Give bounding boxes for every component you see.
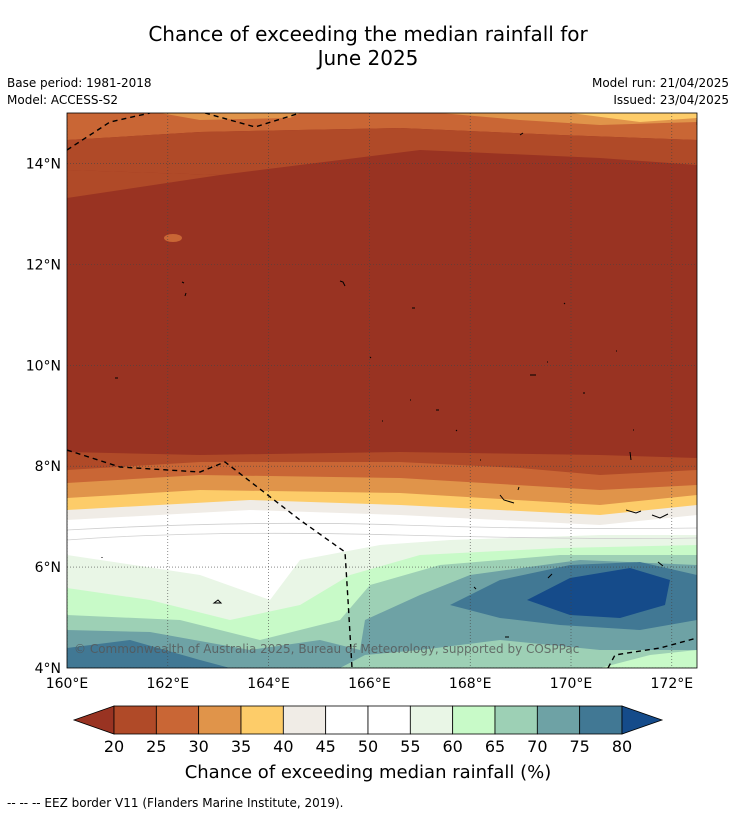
model-run: Model run: 21/04/2025 bbox=[591, 76, 729, 90]
issued-date: Issued: 23/04/2025 bbox=[613, 93, 729, 107]
colorbar-tick-label: 25 bbox=[146, 737, 166, 756]
colorbar-segment bbox=[198, 705, 242, 735]
colorbar-extend-low bbox=[72, 705, 115, 735]
footnote: -- -- -- EEZ border V11 (Flanders Marine… bbox=[7, 796, 344, 810]
colorbar-segment bbox=[452, 705, 496, 735]
lon-tick-label: 170°E bbox=[550, 676, 593, 692]
islands bbox=[101, 120, 697, 638]
colorbar-tick-label: 30 bbox=[188, 737, 208, 756]
base-period: Base period: 1981-2018 bbox=[7, 76, 152, 90]
lat-tick-label: 6°N bbox=[35, 560, 61, 576]
lat-tick-label: 12°N bbox=[26, 257, 61, 273]
eez-border bbox=[204, 113, 301, 128]
model-name: Model: ACCESS-S2 bbox=[7, 93, 119, 107]
longitude-ticks: 160°E 162°E 164°E 166°E 168°E 170°E 172°E bbox=[46, 676, 693, 692]
colorbar-tick-label: 40 bbox=[273, 737, 293, 756]
colorbar-tick-label: 50 bbox=[358, 737, 378, 756]
eez-border bbox=[607, 637, 697, 668]
lon-tick-label: 164°E bbox=[247, 676, 290, 692]
colorbar-tick-label: 80 bbox=[612, 737, 632, 756]
contour-line bbox=[67, 522, 697, 531]
band-75-80-west bbox=[67, 640, 230, 668]
colorbar-extend-high bbox=[621, 705, 664, 735]
lon-tick-label: 168°E bbox=[449, 676, 492, 692]
graticule bbox=[67, 113, 697, 668]
band-25-northwest bbox=[67, 170, 220, 198]
colorbar-segment bbox=[409, 705, 454, 735]
colorbar-tick-label: 75 bbox=[569, 737, 589, 756]
band-25-north bbox=[67, 128, 697, 175]
colorbar-tick-label: 20 bbox=[104, 737, 124, 756]
lon-tick-label: 162°E bbox=[147, 676, 190, 692]
colorbar-segment bbox=[536, 705, 581, 735]
title-line-1: Chance of exceeding the median rainfall … bbox=[148, 22, 588, 46]
band-60-65-southeast bbox=[600, 650, 697, 668]
small-patch-30 bbox=[164, 234, 182, 242]
colorbar-tick-label: 60 bbox=[442, 737, 462, 756]
contour-line bbox=[67, 532, 697, 541]
colorbar-segment bbox=[155, 705, 200, 735]
lat-tick-label: 4°N bbox=[35, 661, 61, 677]
colorbar-segment bbox=[282, 705, 327, 735]
colorbar-segment bbox=[367, 705, 411, 735]
meta-left: Base period: 1981-2018 Model: ACCESS-S2 bbox=[7, 75, 152, 109]
colorbar-label: Chance of exceeding median rainfall (%) bbox=[185, 762, 552, 783]
lon-tick-label: 160°E bbox=[46, 676, 89, 692]
eez-border bbox=[67, 449, 353, 668]
colorbar: 20 25 30 35 40 45 50 55 60 65 70 75 80 bbox=[72, 705, 664, 756]
map-frame bbox=[66, 112, 698, 669]
band-80-plus bbox=[527, 568, 670, 618]
lat-tick-label: 8°N bbox=[35, 459, 61, 475]
colorbar-tick-label: 55 bbox=[400, 737, 420, 756]
colorbar-tick-label: 70 bbox=[527, 737, 547, 756]
band-40-north bbox=[570, 113, 697, 122]
colorbar-segment bbox=[113, 705, 157, 735]
lat-tick-label: 10°N bbox=[26, 358, 61, 374]
colorbar-tick-label: 65 bbox=[485, 737, 505, 756]
band-35-northwest bbox=[160, 113, 300, 120]
lon-tick-label: 166°E bbox=[348, 676, 391, 692]
map-plot-area bbox=[67, 113, 697, 668]
meta-right: Model run: 21/04/2025 Issued: 23/04/2025 bbox=[592, 75, 729, 109]
colorbar-tick-label: 45 bbox=[315, 737, 335, 756]
title-line-2: June 2025 bbox=[317, 46, 419, 70]
colorbar-segment bbox=[325, 705, 369, 735]
chart-title: Chance of exceeding the median rainfall … bbox=[0, 22, 736, 70]
copyright-notice: © Commonwealth of Australia 2025, Bureau… bbox=[74, 642, 579, 656]
colorbar-segment bbox=[240, 705, 284, 735]
colorbar-tick-label: 35 bbox=[231, 737, 251, 756]
colorbar-segment bbox=[494, 705, 538, 735]
latitude-ticks: 4°N 6°N 8°N 10°N 12°N 14°N bbox=[26, 156, 61, 677]
colorbar-segment bbox=[579, 705, 623, 735]
lat-tick-label: 14°N bbox=[26, 156, 61, 172]
lon-tick-label: 172°E bbox=[651, 676, 694, 692]
